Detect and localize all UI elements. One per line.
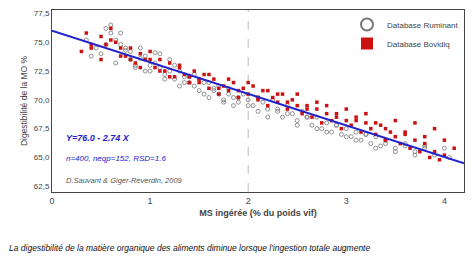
- svg-text:70,0: 70,0: [34, 96, 50, 105]
- svg-text:65,0: 65,0: [34, 153, 50, 162]
- svg-text:n=400, neqp=152, RSD=1.6: n=400, neqp=152, RSD=1.6: [66, 154, 166, 163]
- svg-text:Y=76.0 - 2.74 X: Y=76.0 - 2.74 X: [66, 133, 130, 143]
- svg-text:77,5: 77,5: [34, 9, 50, 18]
- svg-text:La digestibilité de la matière: La digestibilité de la matière organique…: [9, 243, 370, 253]
- svg-text:4: 4: [442, 196, 447, 206]
- svg-text:1: 1: [148, 196, 153, 206]
- svg-text:2: 2: [246, 196, 251, 206]
- svg-text:3: 3: [344, 196, 349, 206]
- svg-text:D.Sauvant & Giger-Reverdin, 20: D.Sauvant & Giger-Reverdin, 2009: [66, 176, 183, 185]
- svg-text:67,5: 67,5: [34, 124, 50, 133]
- svg-text:MS ingérée (% du poids vif): MS ingérée (% du poids vif): [199, 208, 317, 218]
- svg-text:62,5: 62,5: [34, 182, 50, 191]
- svg-text:Database Ruminant: Database Ruminant: [387, 21, 458, 30]
- svg-text:72,5: 72,5: [34, 67, 50, 76]
- svg-text:Database Bovidiq: Database Bovidiq: [387, 40, 450, 49]
- svg-text:75,0: 75,0: [34, 38, 50, 47]
- svg-text:0: 0: [49, 196, 54, 206]
- svg-text:Digestibilité de la MO %: Digestibilité de la MO %: [19, 55, 29, 146]
